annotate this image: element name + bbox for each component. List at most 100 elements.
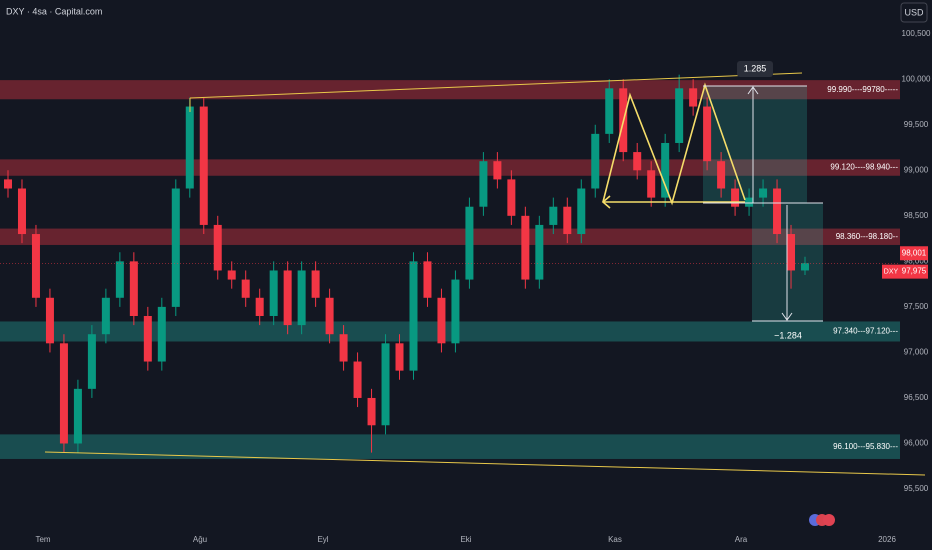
x-tick-label: Eki bbox=[460, 535, 471, 544]
time-axis: Tem Ağu Eyl Eki Kas Ara 2026 bbox=[35, 535, 896, 544]
zone bbox=[0, 228, 900, 245]
candle-body bbox=[717, 161, 726, 189]
candle-body bbox=[465, 206, 474, 280]
candle-body bbox=[563, 206, 572, 235]
candle-body bbox=[339, 334, 348, 362]
neckline-arrow bbox=[601, 195, 611, 209]
trendline-top bbox=[189, 72, 803, 99]
y-tick-label: 99,000 bbox=[904, 165, 929, 174]
candle-body bbox=[689, 88, 698, 107]
zones: 99.990----99780----- 99.120----98.940--- 9… bbox=[0, 80, 900, 459]
candles bbox=[4, 74, 809, 453]
trendline-bottom bbox=[44, 451, 926, 476]
candle-body bbox=[269, 270, 278, 316]
candle-body bbox=[479, 161, 488, 207]
measure-badge bbox=[737, 61, 773, 77]
candle-body bbox=[199, 106, 208, 225]
candle-body bbox=[437, 297, 446, 344]
candle-body bbox=[129, 261, 138, 316]
last-price: 97,975 bbox=[902, 267, 927, 276]
candle-body bbox=[381, 343, 390, 426]
symbol-tag: DXY bbox=[884, 268, 899, 275]
candle-body bbox=[535, 224, 544, 280]
candle-body bbox=[549, 206, 558, 225]
candle-body bbox=[157, 306, 166, 362]
arrowhead bbox=[781, 312, 793, 321]
price-tag: 98,001 bbox=[902, 248, 927, 257]
candle-body bbox=[423, 261, 432, 298]
y-tick-label: 98,000 bbox=[904, 256, 929, 265]
x-tick-label: Ağu bbox=[193, 535, 207, 544]
candle-body bbox=[661, 142, 670, 198]
candle-body bbox=[773, 188, 782, 235]
x-tick-label: Ara bbox=[735, 535, 748, 544]
candle-body bbox=[395, 343, 404, 371]
x-tick-label: Eyl bbox=[317, 535, 328, 544]
drawings bbox=[44, 72, 926, 476]
candle-body bbox=[325, 297, 334, 335]
candle-body bbox=[507, 179, 516, 216]
y-tick-label: 97,500 bbox=[904, 302, 929, 311]
candle-body bbox=[353, 361, 362, 398]
candle-body bbox=[171, 188, 180, 307]
symbol-box bbox=[882, 264, 900, 279]
candle-body bbox=[759, 188, 768, 198]
candle-body bbox=[731, 188, 740, 207]
flags-icon bbox=[809, 514, 835, 526]
y-tick-label: 99,500 bbox=[904, 120, 929, 129]
icon bbox=[823, 514, 835, 526]
candle-body bbox=[227, 270, 236, 280]
currency-button[interactable] bbox=[900, 2, 928, 23]
measure-label: 1.285 bbox=[744, 63, 767, 73]
candle-body bbox=[787, 234, 796, 271]
zone bbox=[0, 434, 900, 459]
candle-body bbox=[87, 334, 96, 389]
zone bbox=[0, 80, 900, 100]
candle-body bbox=[101, 297, 110, 335]
candle-body bbox=[493, 161, 502, 180]
zone bbox=[0, 321, 900, 342]
y-tick-label: 96,000 bbox=[904, 439, 929, 448]
candle-body bbox=[521, 215, 530, 280]
measure-lines bbox=[703, 85, 823, 322]
zone-label: 96.100---95.830--- bbox=[833, 442, 898, 451]
zone-label: 98.360---98.180-- bbox=[836, 232, 899, 241]
x-tick-label: 2026 bbox=[878, 535, 896, 544]
y-tick-label: 97,000 bbox=[904, 348, 929, 357]
candle-body bbox=[605, 88, 614, 134]
candle-body bbox=[283, 270, 292, 326]
y-tick-label: 96,500 bbox=[904, 393, 929, 402]
y-tick-label: 95,500 bbox=[904, 484, 929, 493]
candle-body bbox=[451, 279, 460, 344]
candle-body bbox=[577, 188, 586, 235]
price-tag-box bbox=[900, 246, 928, 261]
candle-body bbox=[591, 133, 600, 189]
candle-body bbox=[311, 270, 320, 298]
y-tick-label: 98,500 bbox=[904, 211, 929, 220]
candle-body bbox=[143, 315, 152, 362]
candle-body bbox=[59, 343, 68, 444]
candle-body bbox=[185, 106, 194, 189]
candle-body bbox=[241, 279, 250, 298]
candle-body bbox=[17, 188, 26, 235]
zone-label: 97.340---97.120--- bbox=[833, 327, 898, 336]
candle-body bbox=[633, 152, 642, 171]
currency[interactable]: USD bbox=[904, 7, 924, 17]
candle-body bbox=[647, 170, 656, 198]
x-tick-label: Kas bbox=[608, 535, 622, 544]
zone-label: 99.990----99780----- bbox=[827, 85, 898, 94]
double-top bbox=[602, 82, 746, 206]
candle-body bbox=[703, 106, 712, 162]
candle-body bbox=[31, 234, 40, 298]
candle-body bbox=[675, 88, 684, 143]
candle-body bbox=[213, 224, 222, 271]
y-tick-label: 100,500 bbox=[902, 29, 931, 38]
candle-body bbox=[255, 297, 264, 316]
measure-label: −1.284 bbox=[774, 330, 802, 340]
candle-body bbox=[297, 270, 306, 326]
candle-body bbox=[409, 261, 418, 371]
symbol-title: DXY · 4sa · Capital.com bbox=[6, 6, 102, 16]
candle-body bbox=[45, 297, 54, 344]
candle-body bbox=[801, 263, 809, 271]
